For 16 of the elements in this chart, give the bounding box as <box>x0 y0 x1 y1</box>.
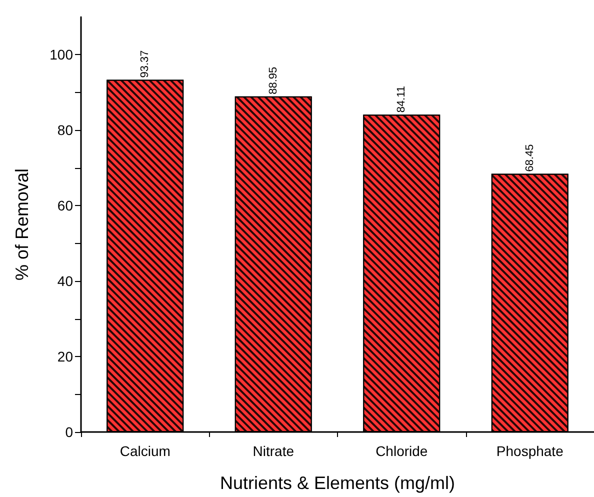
y-tick-label: 60 <box>57 198 74 214</box>
y-tick-label: 0 <box>65 424 74 440</box>
y-tick-label: 80 <box>57 122 74 138</box>
y-tick-label: 100 <box>50 46 74 63</box>
y-tick-label: 20 <box>57 348 74 365</box>
x-tick-label: Calcium <box>120 443 170 459</box>
data-label: 68.45 <box>524 144 536 172</box>
x-tick-label: Chloride <box>376 443 428 459</box>
y-axis-title: % of Removal <box>12 168 32 281</box>
data-label: 88.95 <box>267 66 280 94</box>
x-tick-label: Nitrate <box>252 443 294 459</box>
x-axis-title: Nutrients & Elements (mg/ml) <box>220 473 456 493</box>
y-tick-label: 40 <box>57 273 74 290</box>
x-tick-label: Phosphate <box>496 443 564 459</box>
data-label: 93.37 <box>139 50 152 78</box>
data-label: 84.11 <box>396 86 408 113</box>
